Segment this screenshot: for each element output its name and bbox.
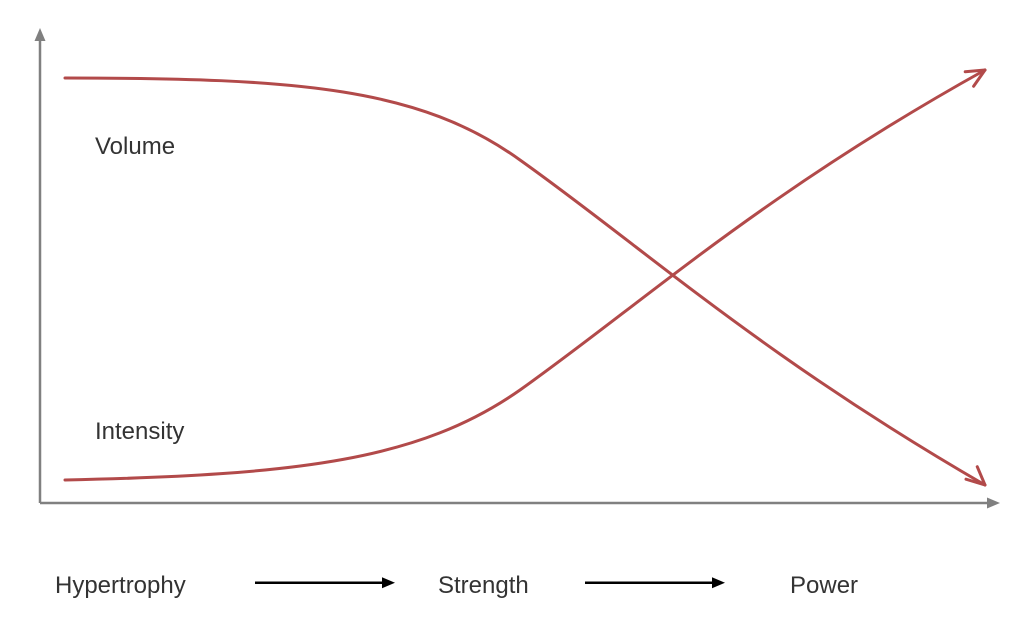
phase-arrow-2 xyxy=(585,577,725,588)
phase-label-3: Power xyxy=(790,572,858,600)
series-intensity xyxy=(65,70,985,480)
phase-label-1: Hypertrophy xyxy=(55,572,186,600)
series-label-intensity: Intensity xyxy=(95,418,184,446)
chart-stage: Volume Intensity Hypertrophy Strength Power xyxy=(0,0,1024,640)
phase-arrow-1 xyxy=(255,577,395,588)
series-label-volume: Volume xyxy=(95,133,175,161)
chart-svg xyxy=(0,0,1024,640)
phase-label-2: Strength xyxy=(438,572,529,600)
series-volume xyxy=(65,78,985,485)
